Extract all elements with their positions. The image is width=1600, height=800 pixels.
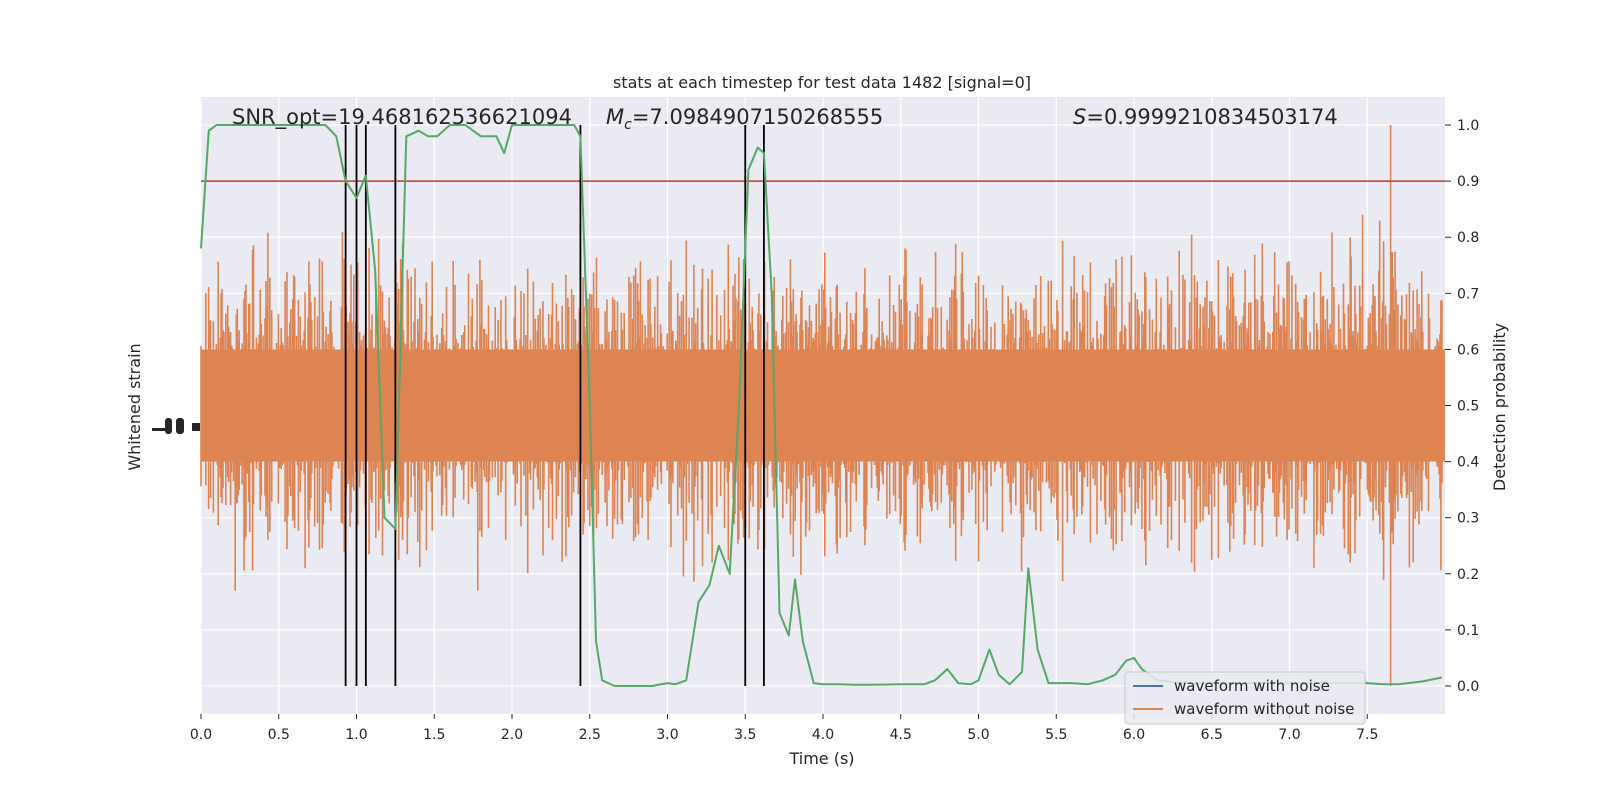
snr-annotation: SNR_opt=19.468162536621094 [232, 105, 572, 130]
y-tick-label: 0.5 [1457, 399, 1479, 415]
y-tick-label: 0.4 [1457, 455, 1479, 471]
x-tick-label: 3.0 [656, 727, 678, 743]
y-tick-label: 0.2 [1457, 567, 1479, 583]
event-lines [344, 125, 765, 686]
y-tick-label: 0.0 [1457, 679, 1479, 695]
chart-title: stats at each timestep for test data 148… [613, 73, 1031, 92]
s-value: =0.9999210834503174 [1086, 105, 1337, 129]
legend: waveform with noise waveform without noi… [1124, 671, 1366, 725]
x-tick-label: 5.0 [967, 727, 989, 743]
x-tick-label: 3.5 [734, 727, 756, 743]
x-tick-label: 1.5 [423, 727, 445, 743]
s-symbol: S [1073, 105, 1086, 129]
legend-label-clean: waveform without noise [1174, 700, 1354, 718]
chirp-mass-annotation: Mc=7.0984907150268555 [606, 105, 883, 133]
x-axis-ticks: 0.0 0.5 1.0 1.5 2.0 2.5 3.0 3.5 4.0 4.5 5.0 5.5 6.0 6… [190, 714, 1378, 743]
x-tick-label: 2.5 [579, 727, 601, 743]
legend-box [1124, 671, 1366, 725]
x-tick-label: 0.0 [190, 727, 212, 743]
x-tick-label: 0.5 [268, 727, 290, 743]
y-tick-label: 1.0 [1457, 118, 1479, 134]
x-tick-label: 7.0 [1278, 727, 1300, 743]
x-tick-label: 1.0 [345, 727, 367, 743]
x-tick-label: 4.0 [812, 727, 834, 743]
legend-label-noisy: waveform with noise [1174, 677, 1330, 695]
x-axis-label: Time (s) [788, 749, 854, 768]
s-annotation: S=0.9999210834503174 [1073, 105, 1338, 129]
y-tick-label: 0.9 [1457, 174, 1479, 190]
y-tick-label: 0.1 [1457, 623, 1479, 639]
y-tick-label: 0.7 [1457, 286, 1479, 302]
noise-trace [200, 125, 1445, 686]
probability-line [200, 124, 1443, 687]
x-tick-label: 6.5 [1201, 727, 1223, 743]
x-tick-label: 5.5 [1045, 727, 1067, 743]
x-tick-label: 6.0 [1123, 727, 1145, 743]
y-tick-label: 0.6 [1457, 342, 1479, 358]
y-tick-label: 0.3 [1457, 511, 1479, 527]
x-tick-label: 2.0 [501, 727, 523, 743]
noise-path [200, 125, 1443, 686]
y-right-axis-ticks: 0.0 0.1 0.2 0.3 0.4 0.5 0.6 0.7 0.8 0.9 1.0 [1445, 118, 1479, 695]
probability-series [200, 124, 1443, 687]
mc-value: =7.0984907150268555 [632, 105, 883, 129]
mc-subscript: c [624, 117, 632, 133]
y-right-axis-label: Detection probability [1490, 323, 1509, 491]
y-left-axis-label: Whitened strain [125, 343, 144, 470]
mc-symbol: M [606, 105, 624, 129]
left-axis-ticks [152, 418, 200, 434]
x-tick-label: 7.5 [1356, 727, 1378, 743]
y-tick-label: 0.8 [1457, 230, 1479, 246]
x-tick-label: 4.5 [890, 727, 912, 743]
